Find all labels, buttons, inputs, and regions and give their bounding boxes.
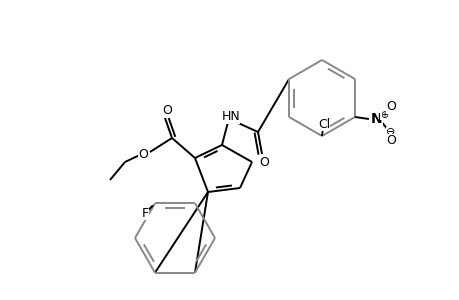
Text: Cl: Cl <box>317 118 330 130</box>
Text: O: O <box>385 134 395 146</box>
Text: ⊕: ⊕ <box>379 110 387 120</box>
Text: F: F <box>141 207 148 220</box>
Text: N: N <box>370 112 382 126</box>
Text: O: O <box>138 148 148 160</box>
Text: O: O <box>258 155 269 169</box>
Text: O: O <box>385 100 395 113</box>
Text: O: O <box>162 104 172 118</box>
Text: S: S <box>258 156 267 170</box>
Text: HN: HN <box>221 110 240 124</box>
Text: ⊖: ⊖ <box>386 127 395 137</box>
